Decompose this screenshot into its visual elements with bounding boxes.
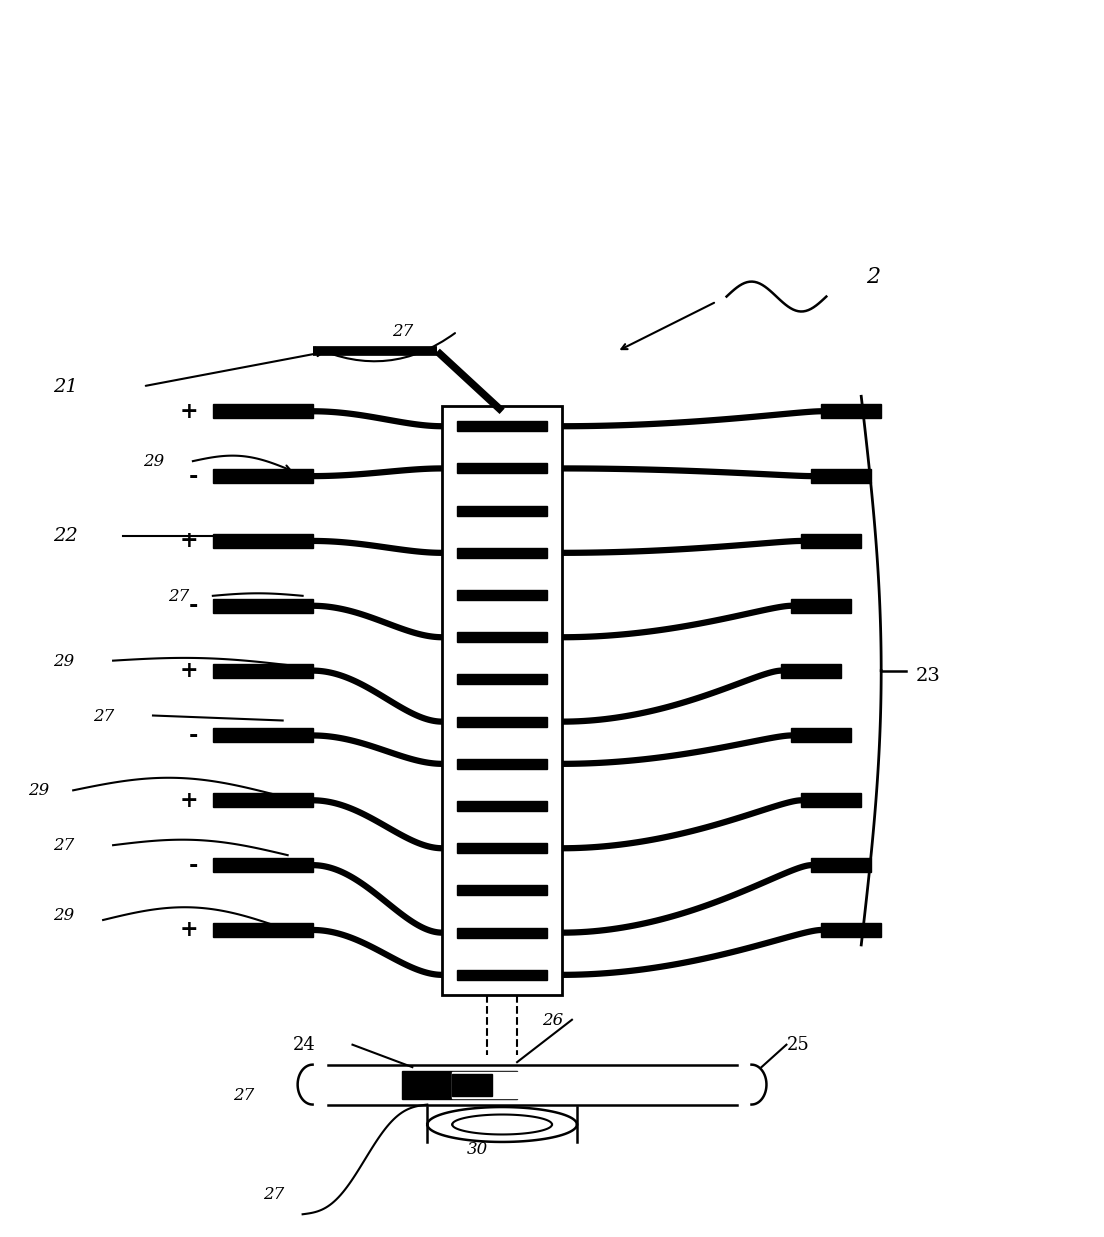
Bar <box>811 469 871 484</box>
Text: 23: 23 <box>916 667 941 685</box>
Bar <box>802 534 861 548</box>
Text: 29: 29 <box>144 453 164 470</box>
Bar <box>457 970 546 980</box>
Text: 26: 26 <box>542 1012 563 1028</box>
Text: -: - <box>189 855 198 876</box>
Text: +: + <box>179 531 198 552</box>
Bar <box>457 928 546 938</box>
Bar <box>453 1071 542 1097</box>
Bar <box>213 404 312 418</box>
Bar <box>821 923 881 938</box>
Text: 27: 27 <box>233 1086 254 1103</box>
Bar <box>457 844 546 854</box>
Text: -: - <box>189 725 198 747</box>
Bar <box>457 464 546 474</box>
Text: 29: 29 <box>53 652 74 669</box>
Bar <box>213 729 312 742</box>
Bar <box>792 599 851 614</box>
Text: 29: 29 <box>53 907 74 924</box>
Bar <box>457 422 546 432</box>
Text: 2: 2 <box>867 266 880 288</box>
Bar <box>802 793 861 808</box>
Bar <box>457 632 546 642</box>
Bar <box>457 886 546 896</box>
Text: 30: 30 <box>467 1141 488 1158</box>
Bar <box>821 404 881 418</box>
Bar <box>213 793 312 808</box>
Bar <box>213 534 312 548</box>
Text: 21: 21 <box>53 377 78 396</box>
Bar <box>443 407 562 995</box>
Text: 22: 22 <box>53 527 78 546</box>
Bar <box>782 664 841 678</box>
Bar <box>811 858 871 872</box>
Text: +: + <box>179 659 198 682</box>
Bar <box>213 858 312 872</box>
Bar <box>457 674 546 684</box>
Bar <box>792 729 851 742</box>
Bar <box>213 664 312 678</box>
Bar <box>213 923 312 938</box>
Bar <box>457 760 546 769</box>
Text: 27: 27 <box>392 323 414 340</box>
Bar <box>402 1071 517 1098</box>
Text: 27: 27 <box>53 837 74 854</box>
Text: 25: 25 <box>786 1035 809 1054</box>
Text: -: - <box>189 595 198 617</box>
Text: 27: 27 <box>168 588 189 605</box>
Text: 27: 27 <box>93 708 115 724</box>
Bar <box>457 548 546 558</box>
Text: +: + <box>179 789 198 811</box>
Text: 29: 29 <box>29 782 50 799</box>
Text: 24: 24 <box>293 1035 316 1054</box>
Text: +: + <box>179 401 198 423</box>
Text: -: - <box>189 465 198 487</box>
Bar <box>457 717 546 727</box>
Bar <box>213 599 312 614</box>
Bar <box>457 506 546 516</box>
Bar <box>453 1074 492 1096</box>
Text: 27: 27 <box>263 1186 284 1202</box>
Bar <box>213 469 312 484</box>
Bar <box>457 802 546 811</box>
Text: +: + <box>179 919 198 941</box>
Bar <box>457 590 546 600</box>
